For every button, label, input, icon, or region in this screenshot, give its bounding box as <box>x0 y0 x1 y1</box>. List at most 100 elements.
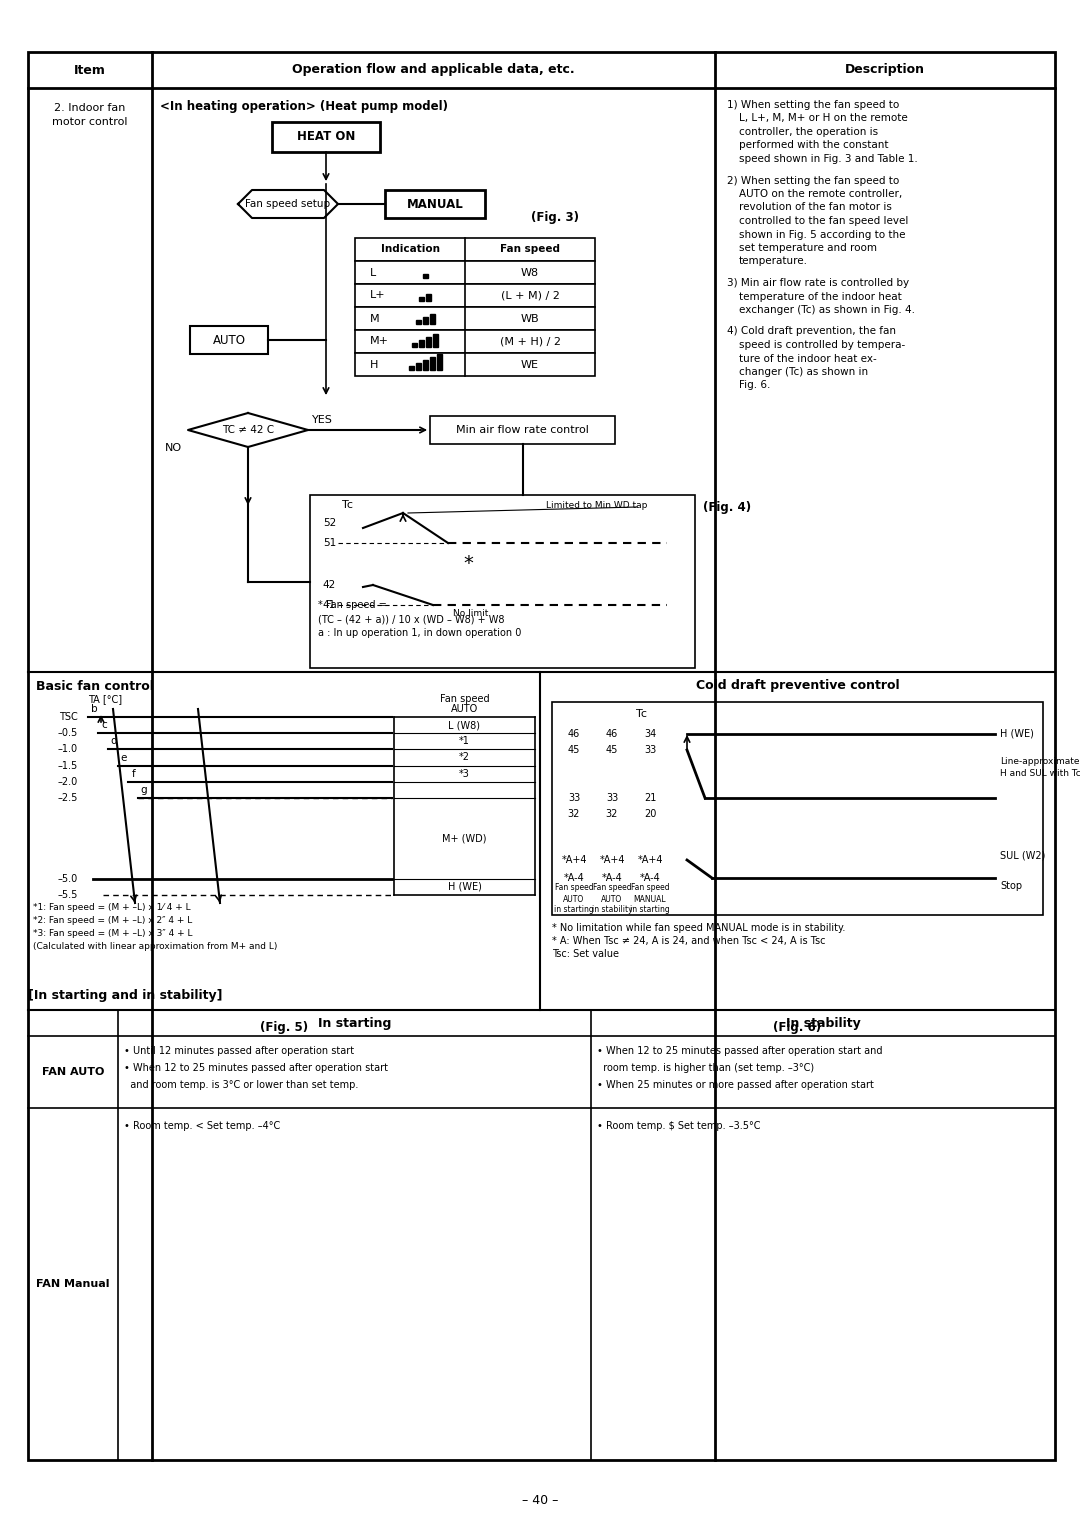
Text: ture of the indoor heat ex-: ture of the indoor heat ex- <box>739 353 877 364</box>
Text: Stop: Stop <box>1000 882 1022 891</box>
Text: (Fig. 5): (Fig. 5) <box>260 1022 308 1034</box>
Bar <box>419 339 424 347</box>
Text: in starting: in starting <box>554 906 594 914</box>
Bar <box>355 330 595 353</box>
Text: 4) Cold draft prevention, the fan: 4) Cold draft prevention, the fan <box>727 327 896 336</box>
Text: In starting: In starting <box>318 1016 391 1030</box>
Text: room temp. is higher than (set temp. –3°C): room temp. is higher than (set temp. –3°… <box>597 1063 814 1073</box>
Text: AUTO: AUTO <box>564 894 584 903</box>
Text: *: * <box>463 555 473 573</box>
Text: MANUAL: MANUAL <box>634 894 666 903</box>
Text: (M + H) / 2: (M + H) / 2 <box>499 336 561 347</box>
Text: 2. Indoor fan: 2. Indoor fan <box>54 102 125 113</box>
Text: shown in Fig. 5 according to the: shown in Fig. 5 according to the <box>739 229 905 240</box>
Text: speed shown in Fig. 3 and Table 1.: speed shown in Fig. 3 and Table 1. <box>739 154 918 163</box>
Text: –5.0: –5.0 <box>57 874 78 883</box>
Text: – 40 –: – 40 – <box>522 1493 558 1507</box>
Text: 45: 45 <box>606 746 618 755</box>
Text: 33: 33 <box>568 793 580 804</box>
Text: 34: 34 <box>644 729 657 740</box>
Text: –1.0: –1.0 <box>58 744 78 755</box>
Text: *A-4: *A-4 <box>639 872 660 883</box>
Text: AUTO: AUTO <box>602 894 623 903</box>
Text: L, L+, M, M+ or H on the remote: L, L+, M, M+ or H on the remote <box>739 113 908 124</box>
Text: • Room temp. < Set temp. –4°C: • Room temp. < Set temp. –4°C <box>124 1122 280 1131</box>
Text: L+: L+ <box>370 290 386 301</box>
Text: changer (Tc) as shown in: changer (Tc) as shown in <box>739 367 868 377</box>
Text: • When 12 to 25 minutes passed after operation start: • When 12 to 25 minutes passed after ope… <box>124 1063 388 1073</box>
Text: (L + M) / 2: (L + M) / 2 <box>500 290 559 301</box>
Text: FAN AUTO: FAN AUTO <box>42 1067 104 1077</box>
Text: SUL (W2): SUL (W2) <box>1000 851 1045 860</box>
Text: (Fig. 3): (Fig. 3) <box>531 211 579 225</box>
Text: M: M <box>370 313 380 324</box>
Text: 45: 45 <box>568 746 580 755</box>
Text: Limited to Min WD tap: Limited to Min WD tap <box>545 501 647 509</box>
Text: M+ (WD): M+ (WD) <box>442 833 487 843</box>
Text: 32: 32 <box>568 808 580 819</box>
Text: 2) When setting the fan speed to: 2) When setting the fan speed to <box>727 176 900 185</box>
Text: * No limitation while fan speed MANUAL mode is in stability.: * No limitation while fan speed MANUAL m… <box>552 923 846 934</box>
Text: *A-4: *A-4 <box>602 872 622 883</box>
Text: 33: 33 <box>606 793 618 804</box>
Bar <box>426 293 431 301</box>
Text: set temperature and room: set temperature and room <box>739 243 877 254</box>
Text: Line-approximate: Line-approximate <box>1000 756 1080 766</box>
Bar <box>436 353 442 370</box>
Text: Indication: Indication <box>380 244 440 255</box>
Text: 46: 46 <box>568 729 580 740</box>
Text: Tsc: Set value: Tsc: Set value <box>552 949 619 960</box>
Text: H and SUL with Tc.: H and SUL with Tc. <box>1000 769 1080 778</box>
Bar <box>422 274 428 278</box>
Text: Cold draft preventive control: Cold draft preventive control <box>696 680 900 692</box>
Text: 32: 32 <box>606 808 618 819</box>
Text: • When 12 to 25 minutes passed after operation start and: • When 12 to 25 minutes passed after ope… <box>597 1047 882 1056</box>
Text: NO: NO <box>165 443 183 452</box>
Bar <box>416 362 420 370</box>
Text: WB: WB <box>521 313 539 324</box>
Text: *2: *2 <box>459 752 470 762</box>
Text: L: L <box>370 267 376 278</box>
Text: –2.0: –2.0 <box>57 776 78 787</box>
Text: a : In up operation 1, in down operation 0: a : In up operation 1, in down operation… <box>318 628 522 639</box>
Text: d: d <box>110 736 118 746</box>
Text: g: g <box>140 785 147 795</box>
Text: *A+4: *A+4 <box>599 856 624 865</box>
Text: WE: WE <box>521 359 539 370</box>
Text: temperature.: temperature. <box>739 257 808 266</box>
Text: Fan speed: Fan speed <box>631 883 670 892</box>
Text: H (WE): H (WE) <box>447 882 482 892</box>
Text: e: e <box>121 753 127 762</box>
Text: *1: *1 <box>459 736 470 746</box>
Text: TSC: TSC <box>59 712 78 723</box>
Text: L (W8): L (W8) <box>448 720 481 730</box>
Text: MANUAL: MANUAL <box>407 197 463 211</box>
Text: 41: 41 <box>323 601 336 610</box>
Text: b: b <box>91 704 97 714</box>
Text: M+: M+ <box>370 336 389 347</box>
Text: in stability: in stability <box>592 906 632 914</box>
Text: –2.5: –2.5 <box>57 793 78 802</box>
Bar <box>411 342 417 347</box>
Bar <box>430 313 434 324</box>
Text: performed with the constant: performed with the constant <box>739 141 889 150</box>
Text: *3: Fan speed = (M + –L) x 3″ 4 + L: *3: Fan speed = (M + –L) x 3″ 4 + L <box>33 929 192 938</box>
Text: Basic fan control: Basic fan control <box>36 680 153 694</box>
Text: • When 25 minutes or more passed after operation start: • When 25 minutes or more passed after o… <box>597 1080 874 1089</box>
Text: Fan speed: Fan speed <box>500 244 561 255</box>
Text: *2: Fan speed = (M + –L) x 2″ 4 + L: *2: Fan speed = (M + –L) x 2″ 4 + L <box>33 915 192 924</box>
Text: temperature of the indoor heat: temperature of the indoor heat <box>739 292 902 301</box>
Bar <box>355 284 595 307</box>
Bar <box>408 365 414 370</box>
Text: Fan speed: Fan speed <box>555 883 593 892</box>
Text: YES: YES <box>311 416 333 425</box>
Text: *1: Fan speed = (M + –L) x 1⁄ 4 + L: *1: Fan speed = (M + –L) x 1⁄ 4 + L <box>33 903 191 912</box>
Text: exchanger (Tc) as shown in Fig. 4.: exchanger (Tc) as shown in Fig. 4. <box>739 306 915 315</box>
Text: 52: 52 <box>323 518 336 529</box>
Text: (Fig. 6): (Fig. 6) <box>773 1022 822 1034</box>
Text: 21: 21 <box>644 793 657 804</box>
Bar <box>422 359 428 370</box>
Text: –1.5: –1.5 <box>57 761 78 770</box>
Text: Description: Description <box>845 64 924 76</box>
Text: *A+4: *A+4 <box>637 856 663 865</box>
